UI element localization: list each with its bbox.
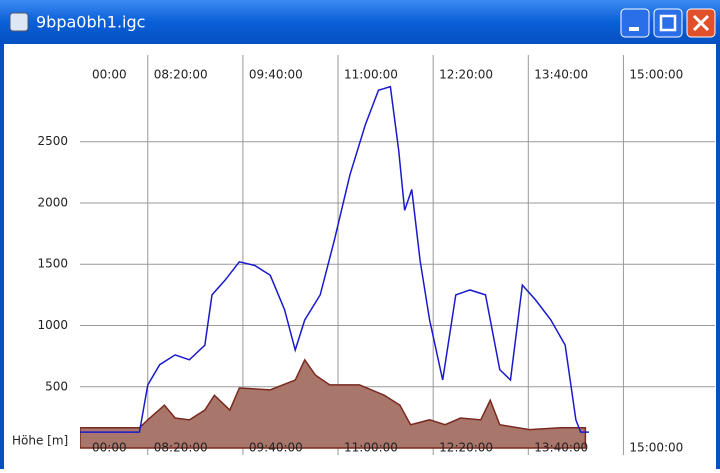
title-bar xyxy=(0,0,720,44)
plot xyxy=(80,55,715,455)
x-tick-label-top: 11:00:00 xyxy=(344,68,398,82)
x-tick-label-top: 12:20:00 xyxy=(439,68,493,82)
x-tick-label-top: 08:20:00 xyxy=(154,68,208,82)
window-title: 9bpa0bh1.igc xyxy=(36,13,145,32)
y-axis-label: Höhe [m] xyxy=(12,434,68,448)
minimize-button[interactable] xyxy=(620,8,650,38)
x-tick-label-bottom: 12:20:00 xyxy=(439,441,493,455)
y-tick-label: 500 xyxy=(45,379,68,393)
x-tick-label-top: 15:00:00 xyxy=(629,68,683,82)
y-tick-label: 1500 xyxy=(37,257,68,271)
line xyxy=(80,85,589,433)
y-tick-label: 2500 xyxy=(37,134,68,148)
x-tick-label-top: 00:00 xyxy=(92,68,127,82)
x-tick-label-bottom: 08:20:00 xyxy=(154,441,208,455)
area xyxy=(80,358,587,449)
minimize-icon xyxy=(629,27,639,31)
maximize-icon xyxy=(659,14,677,32)
x-tick-label-top: 13:40:00 xyxy=(534,68,588,82)
x-tick-label-top: 09:40:00 xyxy=(249,68,303,82)
maximize-button[interactable] xyxy=(653,8,683,38)
x-tick-label-bottom: 15:00:00 xyxy=(629,441,683,455)
x-tick-label-bottom: 09:40:00 xyxy=(249,441,303,455)
x-tick-label-bottom: 13:40:00 xyxy=(534,441,588,455)
close-icon xyxy=(692,14,710,32)
x-tick-label-bottom: 00:00 xyxy=(92,441,127,455)
x-tick-label-bottom: 11:00:00 xyxy=(344,441,398,455)
y-tick-label: 2000 xyxy=(37,195,68,209)
app-icon xyxy=(9,12,29,32)
y-tick-label: 1000 xyxy=(37,318,68,332)
